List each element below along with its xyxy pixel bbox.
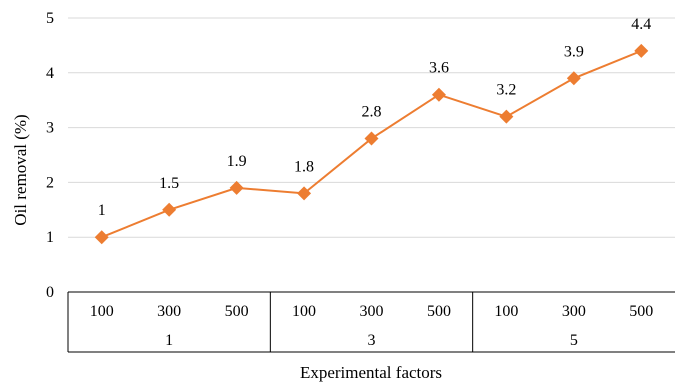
- data-label: 3.6: [429, 60, 449, 77]
- x-axis-groups: 1 3 5: [165, 332, 578, 349]
- x-tick-label: 100: [292, 303, 316, 320]
- x-tick-label: 500: [225, 303, 249, 320]
- data-point: [94, 230, 109, 245]
- x-axis-table: [67, 291, 675, 353]
- series-layer: 1 1.5 1.9 1.8 2.8 3.6 3.2 3.9 4.4: [94, 16, 651, 245]
- data-point: [364, 131, 379, 146]
- x-group-label: 3: [368, 332, 376, 349]
- data-label: 2.8: [362, 104, 382, 121]
- x-tick-label: 100: [494, 303, 518, 320]
- y-axis-title: Oil removal (%): [11, 114, 30, 225]
- y-tick-label: 3: [46, 120, 54, 137]
- data-label: 1.8: [294, 158, 314, 175]
- y-tick-label: 1: [46, 229, 54, 246]
- x-group-label: 1: [165, 332, 173, 349]
- y-tick-label: 0: [46, 284, 54, 301]
- x-tick-label: 300: [360, 303, 384, 320]
- x-tick-label: 100: [90, 303, 114, 320]
- y-tick-label: 5: [46, 10, 54, 27]
- x-group-label: 5: [570, 332, 578, 349]
- data-label: 1.9: [227, 153, 247, 170]
- data-label: 1.5: [159, 175, 179, 192]
- y-tick-label: 2: [46, 174, 54, 191]
- data-point: [229, 180, 244, 195]
- data-point: [634, 43, 649, 58]
- x-tick-label: 500: [427, 303, 451, 320]
- data-label: 3.9: [564, 43, 584, 60]
- x-tick-label: 300: [157, 303, 181, 320]
- data-label: 4.4: [631, 16, 651, 33]
- y-axis-ticks: 0 1 2 3 4 5: [46, 10, 54, 301]
- data-point: [499, 109, 514, 124]
- x-axis-ticks: 100 300 500 100 300 500 100 300 500: [90, 303, 654, 320]
- data-label: 1: [98, 202, 106, 219]
- data-label: 3.2: [496, 82, 516, 99]
- x-tick-label: 500: [629, 303, 653, 320]
- data-point: [566, 71, 581, 86]
- data-point: [431, 87, 446, 102]
- x-axis-title: Experimental factors: [300, 363, 442, 382]
- gridlines: [68, 17, 675, 238]
- x-tick-label: 300: [562, 303, 586, 320]
- y-tick-label: 4: [46, 65, 54, 82]
- data-point: [297, 186, 312, 201]
- data-point: [162, 202, 177, 217]
